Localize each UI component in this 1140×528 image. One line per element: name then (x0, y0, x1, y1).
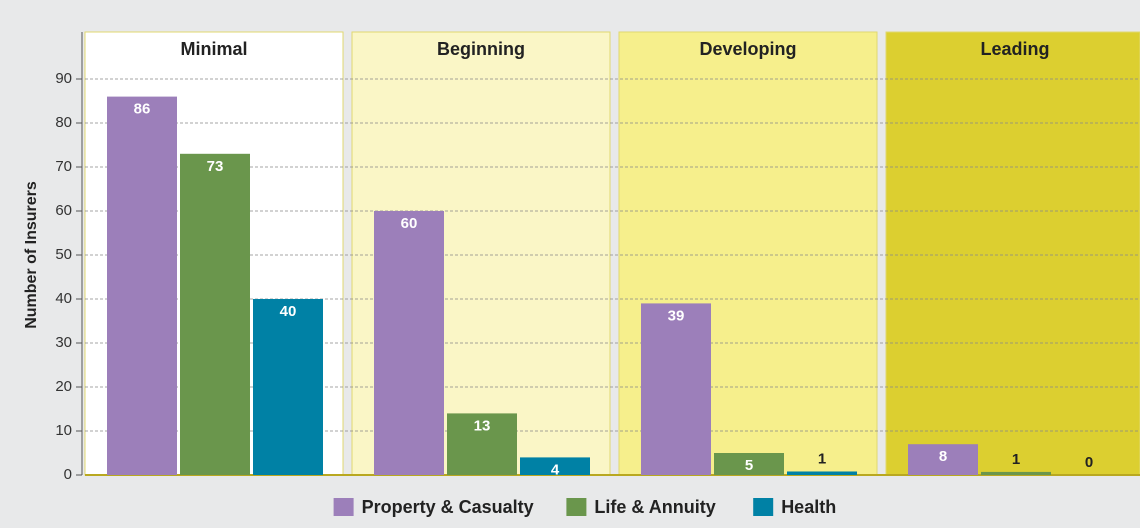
value-label: 39 (668, 307, 685, 324)
y-tick-label: 20 (55, 378, 72, 395)
panel-label: Developing (699, 39, 796, 59)
bar (253, 299, 323, 475)
legend-label: Life & Annuity (594, 497, 715, 517)
value-label: 0 (1085, 454, 1093, 471)
y-tick-label: 60 (55, 202, 72, 219)
legend-swatch (566, 498, 587, 516)
y-tick-label: 10 (55, 422, 72, 439)
bar (981, 471, 1051, 475)
legend-swatch (333, 498, 354, 516)
value-label: 5 (745, 457, 753, 474)
panel-label: Minimal (180, 39, 247, 59)
legend-label: Health (781, 497, 836, 517)
y-tick-label: 30 (55, 334, 72, 351)
y-tick-label: 50 (55, 246, 72, 263)
bar (520, 457, 590, 475)
bar (180, 153, 250, 476)
value-label: 4 (551, 461, 560, 478)
y-tick-label: 40 (55, 290, 72, 307)
bar (447, 413, 517, 475)
value-label: 40 (280, 303, 297, 320)
y-tick-label: 80 (55, 114, 72, 131)
y-tick-label: 70 (55, 158, 72, 175)
bar (641, 303, 711, 475)
value-label: 13 (474, 417, 491, 434)
bar (787, 471, 857, 475)
panel-label: Leading (980, 39, 1049, 59)
bar (107, 96, 177, 475)
legend-swatch (753, 498, 774, 516)
panel (885, 31, 1140, 476)
value-label: 8 (939, 448, 947, 465)
panel-label: Beginning (437, 39, 525, 59)
bar (374, 211, 444, 475)
value-label: 86 (134, 101, 151, 118)
bar (908, 444, 978, 475)
y-tick-label: 0 (64, 466, 72, 483)
legend-label: Property & Casualty (362, 497, 534, 517)
value-label: 1 (818, 450, 826, 467)
value-label: 1 (1012, 451, 1020, 468)
y-axis-label: Number of Insurers (23, 181, 40, 329)
value-label: 60 (401, 215, 418, 232)
bar (714, 453, 784, 475)
value-label: 73 (207, 158, 224, 175)
y-tick-label: 90 (55, 70, 72, 87)
